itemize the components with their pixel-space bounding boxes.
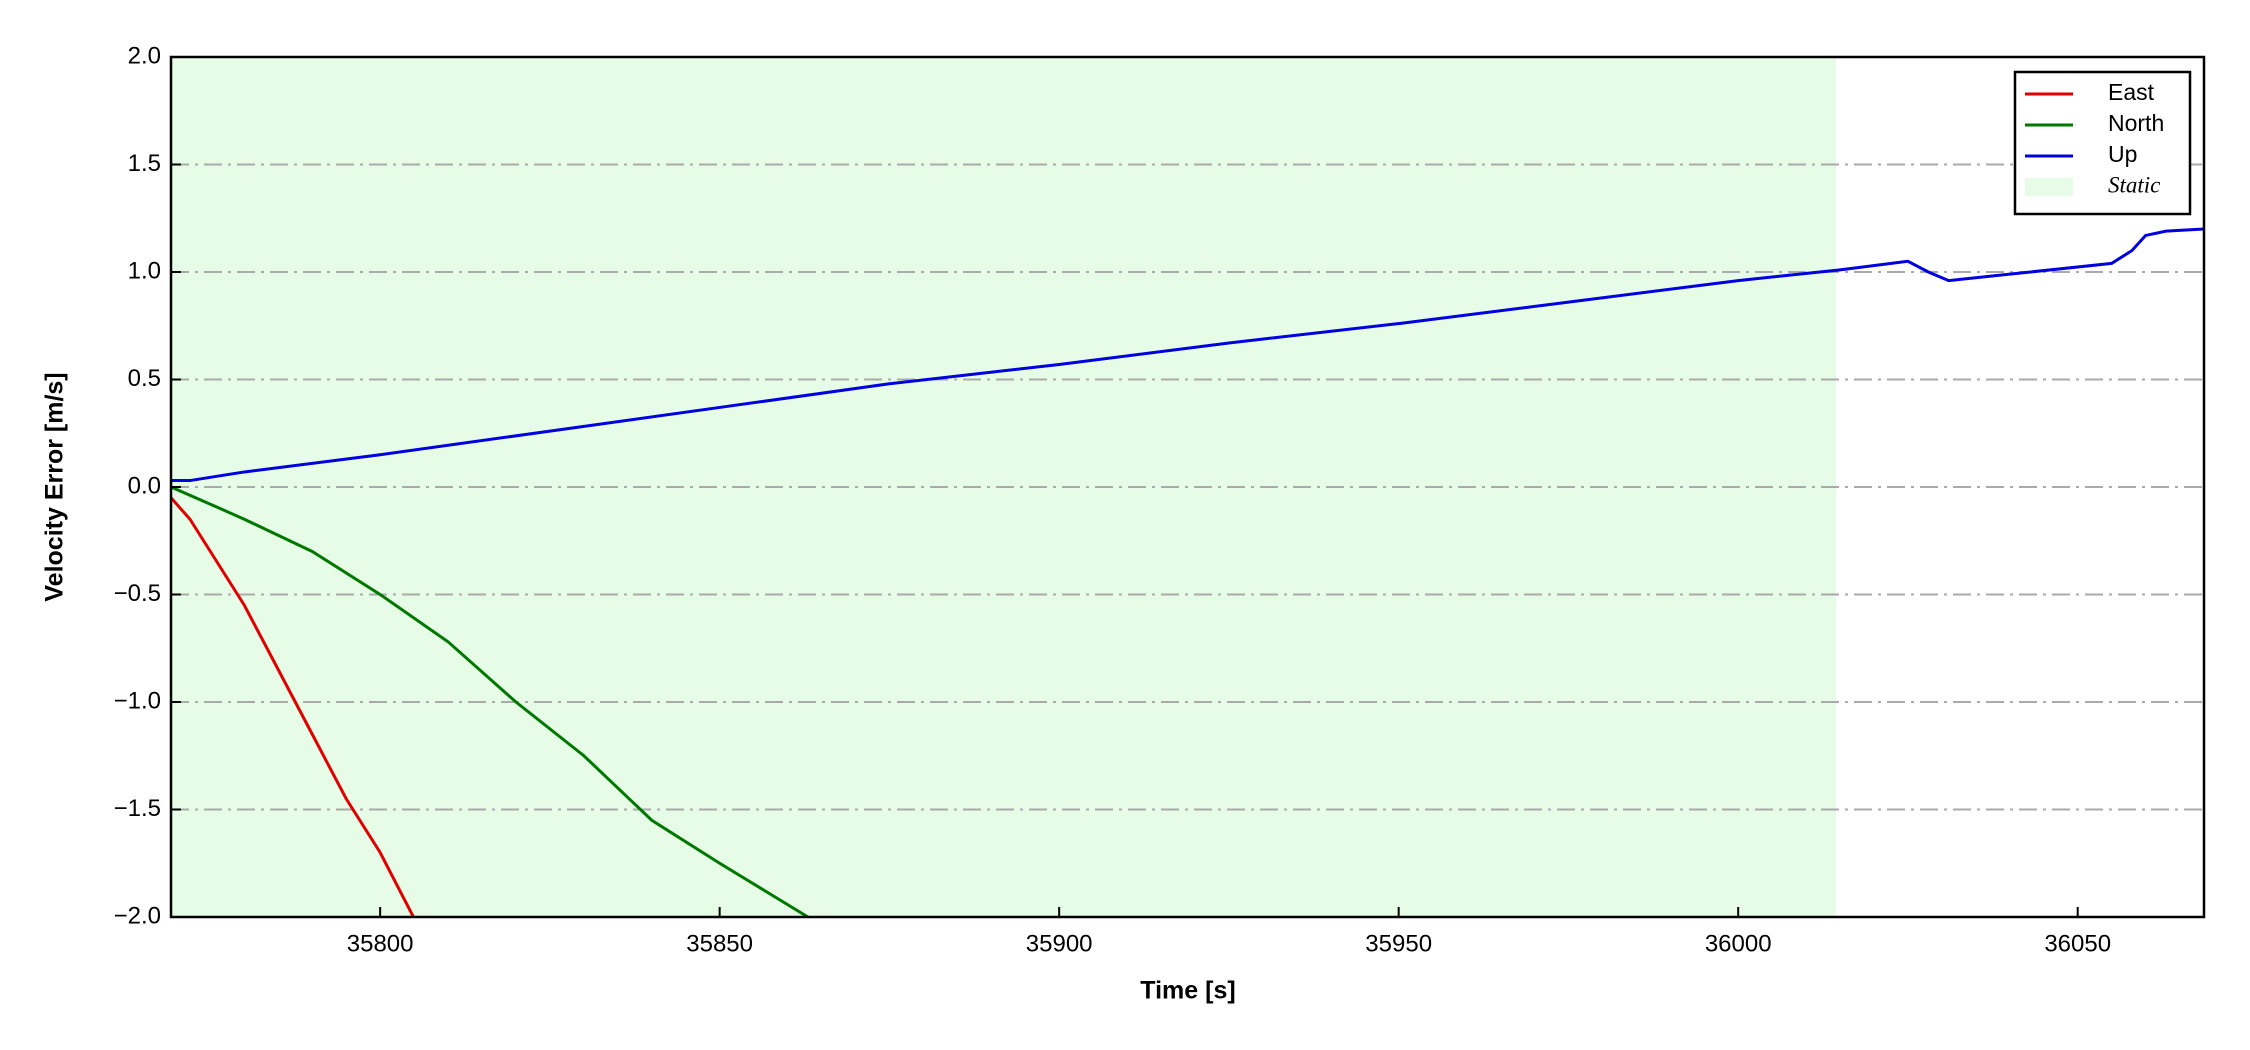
x-tick-label: 36000 xyxy=(1705,930,1772,957)
x-tick-label: 35900 xyxy=(1026,930,1093,957)
legend-swatch xyxy=(2025,178,2073,196)
y-tick-label: 2.0 xyxy=(128,42,161,69)
y-tick-label: 0.0 xyxy=(128,472,161,499)
legend-label: East xyxy=(2108,79,2155,105)
y-tick-label: 1.5 xyxy=(128,150,161,177)
y-axis-label: Velocity Error [m/s] xyxy=(41,372,69,601)
series-line xyxy=(171,496,415,917)
x-tick-label: 36050 xyxy=(2044,930,2111,957)
legend-label: North xyxy=(2108,110,2164,136)
y-tick-label: 0.5 xyxy=(128,365,161,392)
x-tick-label: 35950 xyxy=(1365,930,1432,957)
legend-label: Static xyxy=(2108,172,2160,197)
series-line xyxy=(171,485,809,917)
y-tick-label: −1.0 xyxy=(114,687,161,714)
y-tick-label: 1.0 xyxy=(128,257,161,284)
y-tick-label: −0.5 xyxy=(114,580,161,607)
plot-frame xyxy=(169,55,2206,919)
legend-label: Up xyxy=(2108,141,2137,167)
x-tick-label: 35850 xyxy=(686,930,753,957)
series-line xyxy=(171,227,2204,483)
x-axis-label: Time [s] xyxy=(1140,977,1235,1005)
y-tick-label: −2.0 xyxy=(114,902,161,929)
plot-area xyxy=(171,57,2204,917)
y-tick-label: −1.5 xyxy=(114,795,161,822)
x-tick-label: 35800 xyxy=(347,930,414,957)
